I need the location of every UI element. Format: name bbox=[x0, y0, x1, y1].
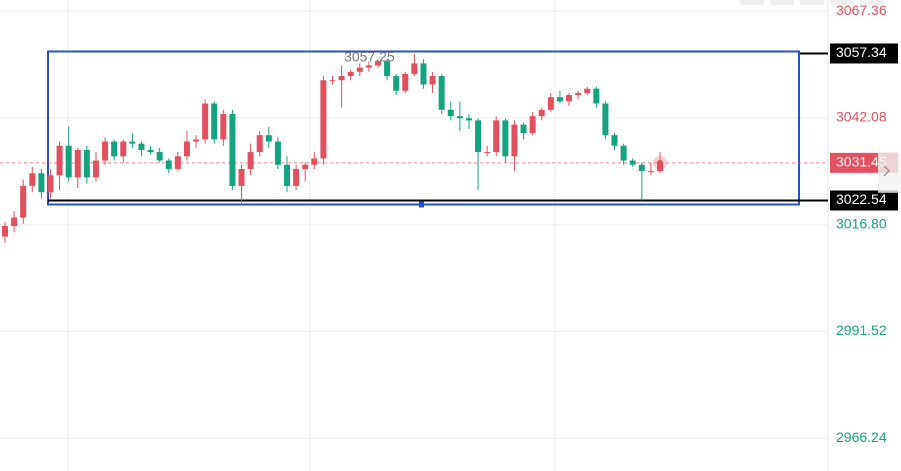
candle-body bbox=[529, 116, 536, 134]
candle-body bbox=[365, 65, 372, 68]
candle-body bbox=[420, 63, 427, 85]
candle-body bbox=[374, 61, 381, 66]
candle-body bbox=[183, 141, 190, 157]
candle-body bbox=[156, 152, 163, 161]
candle-body bbox=[202, 103, 209, 140]
candle-body bbox=[475, 120, 482, 153]
candle-body bbox=[320, 80, 327, 159]
candle-body bbox=[502, 120, 509, 157]
candle-body bbox=[493, 120, 500, 153]
candle-body bbox=[102, 141, 109, 161]
candle-body bbox=[338, 76, 345, 81]
candle-body bbox=[256, 135, 263, 153]
candle-body bbox=[20, 185, 27, 218]
y-tick-label: 2991.52 bbox=[836, 322, 887, 338]
candle-body bbox=[575, 92, 582, 96]
candle-body bbox=[238, 168, 245, 186]
candle-body bbox=[547, 97, 554, 110]
candle-body bbox=[538, 109, 545, 117]
candle-body bbox=[647, 171, 654, 173]
candle-body bbox=[629, 160, 636, 165]
candle-body bbox=[566, 95, 573, 102]
scroll-button bbox=[878, 152, 901, 193]
candle-body bbox=[83, 149, 90, 178]
candle-body bbox=[520, 124, 527, 134]
candle-body bbox=[329, 80, 336, 82]
candle-body bbox=[556, 97, 563, 102]
candle-body bbox=[74, 149, 81, 178]
candle-body bbox=[402, 73, 409, 91]
candle-body bbox=[138, 143, 145, 150]
candle-body bbox=[220, 114, 227, 140]
last-price-label: 3031.45 bbox=[836, 154, 887, 170]
candle-body bbox=[465, 118, 472, 121]
candle-body bbox=[447, 109, 454, 117]
level-label: 3057.34 bbox=[836, 44, 887, 60]
candle-body bbox=[274, 141, 281, 165]
y-tick-label: 3016.80 bbox=[836, 215, 887, 231]
candle-body bbox=[29, 173, 36, 186]
y-tick-label: 2966.24 bbox=[836, 429, 887, 445]
candle-body bbox=[411, 63, 418, 74]
candle-body bbox=[265, 135, 272, 142]
candle-body bbox=[11, 217, 18, 226]
candle-body bbox=[584, 88, 591, 93]
candle-body bbox=[384, 61, 391, 77]
candle-body bbox=[2, 225, 8, 237]
candle-body bbox=[638, 164, 645, 172]
y-tick-label: 3042.08 bbox=[836, 109, 887, 125]
candle-body bbox=[65, 145, 72, 178]
toolbar-button bbox=[830, 0, 854, 5]
candle-body bbox=[174, 156, 181, 169]
candle-body bbox=[147, 149, 154, 153]
candle-body bbox=[311, 158, 318, 165]
candle-body bbox=[92, 160, 99, 178]
level-label-box bbox=[830, 43, 898, 64]
last-price-dot bbox=[657, 159, 663, 166]
high-annotation: 3057.25 bbox=[344, 49, 395, 65]
candle-body bbox=[429, 76, 436, 85]
candle-body bbox=[393, 76, 400, 91]
toolbar-button bbox=[800, 0, 824, 5]
candle-body bbox=[438, 76, 445, 110]
candle-body bbox=[602, 103, 609, 136]
box-handle bbox=[419, 201, 424, 208]
toolbar-button bbox=[770, 0, 794, 5]
candle-body bbox=[302, 164, 309, 169]
candle-body bbox=[456, 116, 463, 119]
candle-body bbox=[511, 124, 518, 157]
y-tick-label: 3067.36 bbox=[836, 2, 887, 18]
level-label: 3022.54 bbox=[836, 191, 887, 207]
candle-body bbox=[657, 162, 663, 172]
candle-body bbox=[56, 145, 63, 176]
scroll-arrow bbox=[883, 165, 891, 177]
candle-body bbox=[293, 168, 300, 186]
candle-body bbox=[111, 141, 118, 157]
candle-body bbox=[593, 88, 600, 104]
candle-body bbox=[356, 67, 363, 72]
candle-body bbox=[38, 173, 45, 193]
candle-body bbox=[484, 152, 491, 154]
candle-body bbox=[211, 103, 218, 140]
candle-body bbox=[165, 160, 172, 169]
candle-body bbox=[347, 71, 354, 77]
candle-body bbox=[129, 141, 136, 144]
candle-body bbox=[620, 145, 627, 161]
candle-body bbox=[284, 164, 291, 186]
candle-body bbox=[120, 141, 127, 157]
candle-body bbox=[611, 135, 618, 146]
candle-body bbox=[247, 152, 254, 169]
toolbar-button bbox=[740, 0, 764, 5]
candle-body bbox=[47, 175, 54, 193]
level-label-box bbox=[830, 190, 898, 211]
candle-body bbox=[193, 139, 200, 142]
toolbar-button bbox=[860, 0, 884, 5]
candle-body bbox=[229, 114, 236, 186]
